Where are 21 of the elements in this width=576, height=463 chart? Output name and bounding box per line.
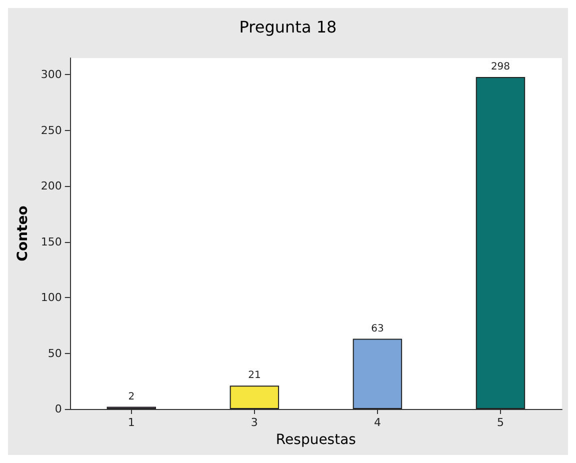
x-tick-label: 4	[374, 416, 381, 429]
x-tick-label: 1	[128, 416, 135, 429]
bar	[352, 338, 402, 409]
bar	[230, 386, 280, 409]
data-label: 63	[371, 323, 384, 334]
bar	[476, 76, 526, 409]
y-tick-label: 150	[40, 235, 62, 248]
data-label: 21	[248, 370, 261, 382]
x-tick-label: 5	[496, 416, 504, 429]
y-tick-label: 200	[40, 180, 62, 193]
data-label: 2	[128, 391, 135, 402]
y-tick-label: 100	[40, 291, 62, 304]
y-tick-label: 50	[48, 346, 62, 360]
y-tick-label: 300	[40, 68, 62, 82]
y-tick-label: 0	[54, 402, 62, 416]
chart-title: Pregunta 18	[239, 18, 337, 36]
y-tick-label: 250	[40, 124, 62, 137]
y-axis-title: Conteo	[15, 205, 31, 262]
x-tick-label: 3	[250, 416, 258, 429]
x-axis-title: Respuestas	[276, 432, 356, 448]
data-label: 298	[490, 61, 510, 72]
